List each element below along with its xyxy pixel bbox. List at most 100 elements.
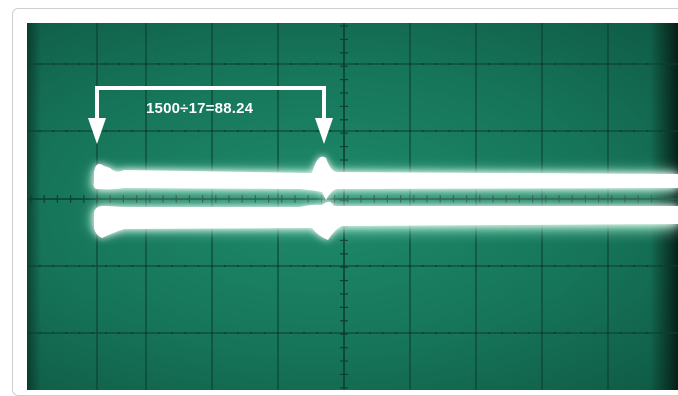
grid-dot bbox=[448, 332, 451, 334]
grid-dot bbox=[435, 130, 437, 132]
grid-dot bbox=[39, 130, 41, 132]
grid-dot bbox=[606, 63, 609, 65]
grid-dot bbox=[395, 332, 398, 334]
grid-dot bbox=[65, 63, 68, 65]
grid-dot bbox=[659, 332, 662, 334]
grid-dot bbox=[580, 265, 583, 267]
grid-dot bbox=[461, 265, 464, 267]
grid-dot bbox=[593, 63, 596, 65]
grid-dot bbox=[118, 63, 121, 65]
grid-dot bbox=[540, 130, 543, 132]
grid-dot bbox=[474, 63, 477, 65]
grid-dot bbox=[593, 332, 596, 334]
grid-dot bbox=[567, 332, 569, 334]
grid-dot bbox=[659, 130, 662, 132]
grid-dot bbox=[65, 265, 68, 267]
grid-dot bbox=[606, 332, 609, 334]
grid-dot bbox=[540, 265, 543, 267]
grid-dot bbox=[619, 265, 622, 267]
graticule-dots bbox=[39, 63, 675, 334]
grid-dot bbox=[289, 265, 292, 267]
grid-dot bbox=[355, 63, 358, 65]
grid-dot bbox=[52, 332, 55, 334]
left-arrowhead bbox=[88, 118, 106, 144]
grid-dot bbox=[184, 130, 187, 132]
grid-dot bbox=[487, 130, 490, 132]
grid-dot bbox=[171, 265, 173, 267]
grid-dot bbox=[408, 130, 411, 132]
grid-dot bbox=[223, 130, 226, 132]
grid-dot bbox=[382, 130, 385, 132]
grid-dot bbox=[646, 63, 649, 65]
grid-dot bbox=[210, 332, 213, 334]
grid-dot bbox=[659, 63, 662, 65]
grid-dot bbox=[421, 332, 424, 334]
grid-dot bbox=[342, 63, 345, 65]
grid-dot bbox=[91, 63, 94, 65]
grid-dot bbox=[52, 63, 55, 65]
measurement-bracket bbox=[95, 86, 326, 122]
grid-dot bbox=[118, 332, 121, 334]
grid-dot bbox=[580, 63, 583, 65]
grid-dot bbox=[527, 130, 530, 132]
grid-dot bbox=[474, 332, 477, 334]
grid-dot bbox=[355, 130, 358, 132]
grid-dot bbox=[329, 63, 332, 65]
grid-dot bbox=[646, 332, 649, 334]
grid-dot bbox=[487, 63, 490, 65]
grid-dot bbox=[171, 63, 173, 65]
grid-dot bbox=[131, 63, 134, 65]
right-arrowhead bbox=[315, 118, 333, 144]
grid-dot bbox=[369, 332, 371, 334]
grid-dot bbox=[501, 265, 503, 267]
grid-dot bbox=[237, 130, 239, 132]
grid-dot bbox=[157, 332, 160, 334]
grid-dot bbox=[91, 265, 94, 267]
grid-dot bbox=[619, 332, 622, 334]
grid-dot bbox=[223, 265, 226, 267]
grid-dot bbox=[105, 130, 107, 132]
grid-dot bbox=[619, 130, 622, 132]
grid-dot bbox=[659, 265, 662, 267]
grid-dot bbox=[171, 130, 173, 132]
grid-dot bbox=[553, 332, 556, 334]
grid-dot bbox=[646, 265, 649, 267]
grid-dot bbox=[342, 332, 345, 334]
grid-dot bbox=[131, 265, 134, 267]
grid-dot bbox=[435, 265, 437, 267]
grid-dot bbox=[501, 130, 503, 132]
grid-dot bbox=[435, 63, 437, 65]
grid-dot bbox=[105, 265, 107, 267]
grid-dot bbox=[369, 265, 371, 267]
grid-dot bbox=[580, 130, 583, 132]
grid-dot bbox=[316, 130, 319, 132]
grid-dot bbox=[567, 130, 569, 132]
grid-dot bbox=[250, 265, 253, 267]
grid-dot bbox=[633, 63, 635, 65]
grid-dot bbox=[210, 63, 213, 65]
grid-dot bbox=[382, 265, 385, 267]
grid-dot bbox=[303, 332, 305, 334]
grid-dot bbox=[144, 332, 147, 334]
grid-dot bbox=[355, 265, 358, 267]
grid-dot bbox=[144, 130, 147, 132]
grid-dot bbox=[461, 332, 464, 334]
grid-dot bbox=[514, 130, 517, 132]
signal-traces bbox=[93, 156, 678, 240]
grid-dot bbox=[237, 332, 239, 334]
grid-dot bbox=[448, 63, 451, 65]
grid-dot bbox=[369, 63, 371, 65]
grid-dot bbox=[131, 332, 134, 334]
grid-dot bbox=[342, 130, 345, 132]
grid-dot bbox=[263, 130, 266, 132]
grid-dot bbox=[527, 63, 530, 65]
grid-dot bbox=[237, 265, 239, 267]
grid-dot bbox=[461, 63, 464, 65]
grid-dot bbox=[395, 265, 398, 267]
grid-dot bbox=[197, 130, 200, 132]
grid-dot bbox=[171, 332, 173, 334]
grid-dot bbox=[501, 332, 503, 334]
grid-dot bbox=[567, 265, 569, 267]
grid-dot bbox=[276, 265, 279, 267]
grid-dot bbox=[421, 265, 424, 267]
